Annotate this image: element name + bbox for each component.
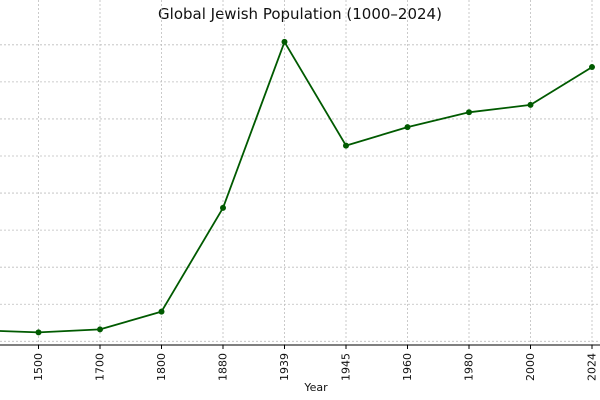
x-tick-label: 2024 xyxy=(586,353,599,381)
series-line xyxy=(0,41,593,334)
data-point xyxy=(97,326,103,333)
data-point xyxy=(589,64,595,71)
x-tick-labels: 1000150017001800188019391945196019802000… xyxy=(32,353,599,381)
x-tick-label: 1939 xyxy=(278,353,291,381)
grid xyxy=(0,0,600,345)
series xyxy=(0,38,595,336)
x-tick-label: 1500 xyxy=(32,353,45,381)
x-tick-label: 1700 xyxy=(94,353,107,381)
data-point xyxy=(343,142,349,149)
data-point xyxy=(527,101,534,108)
chart-title: Global Jewish Population (1000–2024) xyxy=(158,5,442,23)
data-point xyxy=(281,38,288,45)
data-point xyxy=(158,308,165,315)
x-tick-label: 2000 xyxy=(524,353,537,381)
x-tick-label: 1880 xyxy=(217,353,230,381)
x-tick-label: 1960 xyxy=(401,353,414,381)
x-tick-label: 1800 xyxy=(155,353,168,381)
data-point xyxy=(35,329,42,336)
x-tick-label: 1945 xyxy=(340,353,353,381)
x-tick-label: 1980 xyxy=(463,353,476,381)
data-point xyxy=(466,109,472,116)
axes xyxy=(0,344,600,349)
data-point xyxy=(220,204,226,211)
x-axis-title: Year xyxy=(303,381,328,394)
data-point xyxy=(404,124,411,131)
